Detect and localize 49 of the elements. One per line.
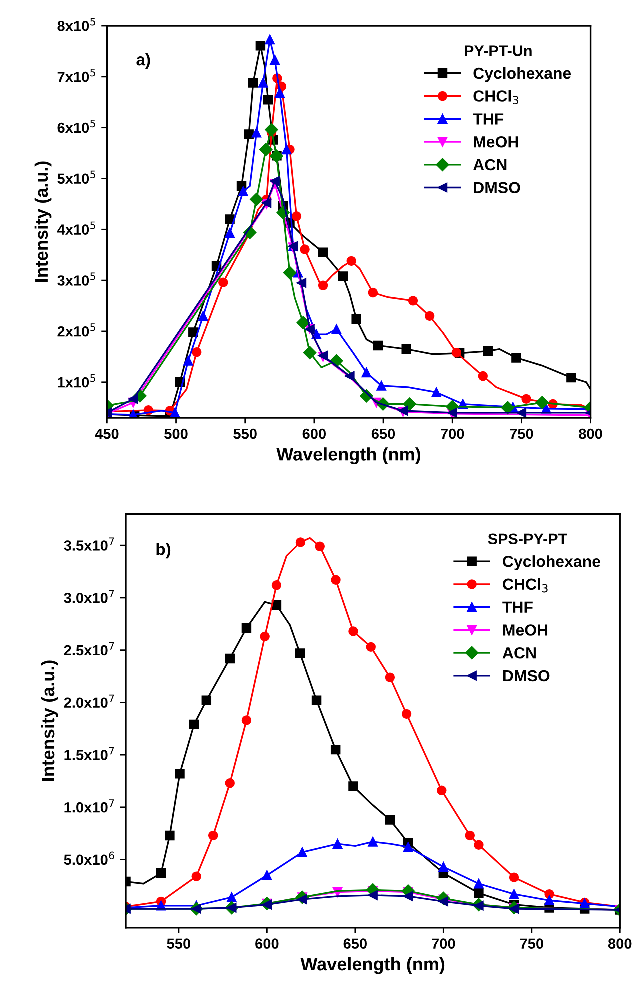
y-tick-label: 1.5x10$^{7}$ (64, 747, 114, 760)
x-tick-label: 650 (372, 428, 396, 440)
legend-title: SPS-PY-PT (488, 534, 568, 545)
legend-label: ACN (502, 647, 536, 659)
x-axis-title: Wavelength (nm) (276, 448, 420, 465)
x-tick-label: 750 (510, 428, 534, 440)
legend-label: ACN (473, 159, 507, 171)
y-tick-label: 3x10$^{5}$ (58, 272, 96, 286)
y-tick-label: 1x10$^{5}$ (58, 374, 96, 388)
legend-label: MeOH (474, 136, 518, 148)
legend-label: DMSO (474, 182, 520, 194)
legend-title: PY-PT-Un (465, 46, 532, 56)
x-tick-label: 700 (441, 428, 464, 440)
x-tick-label: 700 (432, 938, 456, 949)
x-tick-label: 500 (164, 428, 188, 440)
legend-label: DMSO (504, 670, 550, 682)
annotation: a) (136, 53, 150, 69)
legend-label: THF (473, 114, 504, 125)
y-tick-label: 2.5x10$^{7}$ (64, 642, 114, 656)
x-tick-label: 650 (344, 938, 367, 949)
legend-label: Cyclohexane (503, 556, 600, 570)
y-tick-label: 8x10$^{5}$ (58, 18, 96, 32)
x-tick-label: 600 (302, 428, 326, 440)
y-tick-label: 7x10$^{5}$ (58, 69, 96, 82)
y-tick-label: 4x10$^{5}$ (57, 222, 96, 235)
y-tick-label: 2.0x10$^{7}$ (64, 694, 114, 708)
x-tick-label: 800 (579, 428, 602, 440)
y-tick-label: 6x10$^{5}$ (58, 120, 96, 134)
y-tick-label: 5x10$^{5}$ (58, 170, 96, 184)
y-axis-title: Intensity (a.u.) (34, 162, 52, 282)
y-tick-label: 3.0x10$^{7}$ (64, 590, 114, 604)
y-tick-label: 1.0x10$^{7}$ (64, 800, 114, 813)
x-tick-label: 600 (256, 938, 279, 949)
x-tick-label: 800 (608, 938, 632, 949)
legend-label: CHCl$_{3}$ (503, 578, 548, 593)
x-axis-title: Wavelength (nm) (300, 957, 445, 974)
legend-label: THF (502, 602, 533, 613)
y-tick-label: 5.0x10$^{6}$ (64, 852, 114, 866)
x-tick-label: 550 (234, 428, 257, 440)
legend-label: Cyclohexane (474, 67, 572, 82)
y-tick-label: 3.5x10$^{7}$ (64, 538, 114, 551)
x-tick-label: 750 (520, 938, 544, 949)
annotation: b) (156, 543, 171, 559)
x-tick-label: 550 (167, 938, 191, 949)
x-tick-label: 450 (95, 428, 119, 440)
y-tick-label: 2x10$^{5}$ (58, 324, 96, 337)
y-axis-title: Intensity (a.u.) (41, 660, 58, 781)
legend-label: MeOH (504, 624, 548, 636)
legend-label: CHCl$_{3}$ (474, 90, 518, 105)
